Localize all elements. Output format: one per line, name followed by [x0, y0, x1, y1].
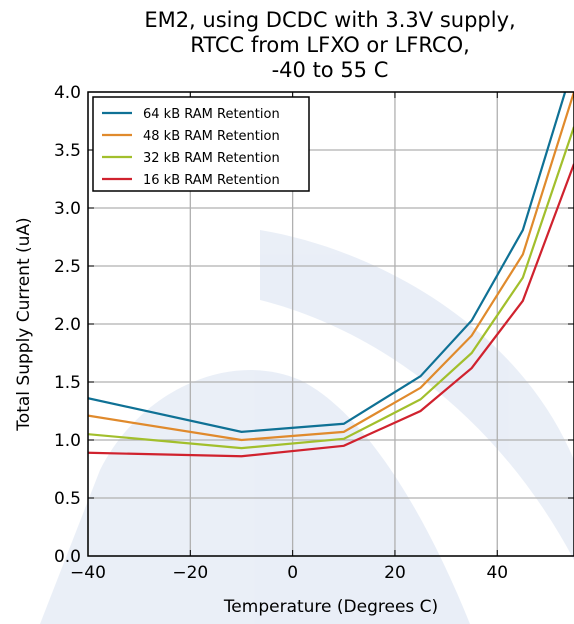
y-tick-label: 0.5	[54, 489, 81, 509]
series-line-1	[88, 92, 567, 433]
y-tick-label: 2.5	[54, 257, 81, 277]
y-tick-label: 4.0	[54, 83, 81, 103]
x-tick-label: 0	[287, 563, 298, 583]
series-line-3	[88, 126, 574, 450]
y-tick-label: 2.0	[54, 315, 81, 335]
legend-label-4: 16 kB RAM Retention	[143, 173, 280, 188]
data-lines	[88, 92, 574, 458]
x-axis-label: Temperature (Degrees C)	[223, 597, 438, 617]
x-tick-label: 20	[384, 563, 406, 583]
chart-title-line-1: EM2, using DCDC with 3.3V supply,	[144, 8, 515, 32]
chart-title-line-3: -40 to 55 C	[272, 58, 389, 82]
y-tick-label: 3.5	[54, 141, 81, 161]
series-line-2	[88, 92, 574, 442]
y-tick-label: 3.0	[54, 199, 81, 219]
chart-title-line-2: RTCC from LFXO or LFRCO,	[190, 33, 470, 57]
y-axis-label: Total Supply Current (uA)	[14, 217, 34, 431]
legend: 64 kB RAM Retention 48 kB RAM Retention 32…	[92, 96, 310, 192]
legend-label-3: 32 kB RAM Retention	[143, 151, 280, 166]
x-tick-label: 40	[486, 563, 508, 583]
y-axis-ticks: 0.0 0.5 1.0 1.5 2.0 2.5 3.0 3.5 4.0	[54, 83, 574, 567]
x-tick-label: −40	[70, 563, 106, 583]
watermark-logo	[40, 230, 574, 624]
grid	[87, 91, 574, 557]
legend-label-2: 48 kB RAM Retention	[143, 129, 280, 144]
chart-title: EM2, using DCDC with 3.3V supply, RTCC f…	[144, 8, 515, 82]
x-axis-ticks: −40 −20 0 20 40	[70, 92, 508, 583]
legend-label-1: 64 kB RAM Retention	[143, 107, 280, 122]
y-tick-label: 0.0	[54, 547, 81, 567]
series-line-4	[88, 163, 574, 458]
x-tick-label: −20	[172, 563, 208, 583]
y-tick-label: 1.0	[54, 431, 81, 451]
y-tick-label: 1.5	[54, 373, 81, 393]
